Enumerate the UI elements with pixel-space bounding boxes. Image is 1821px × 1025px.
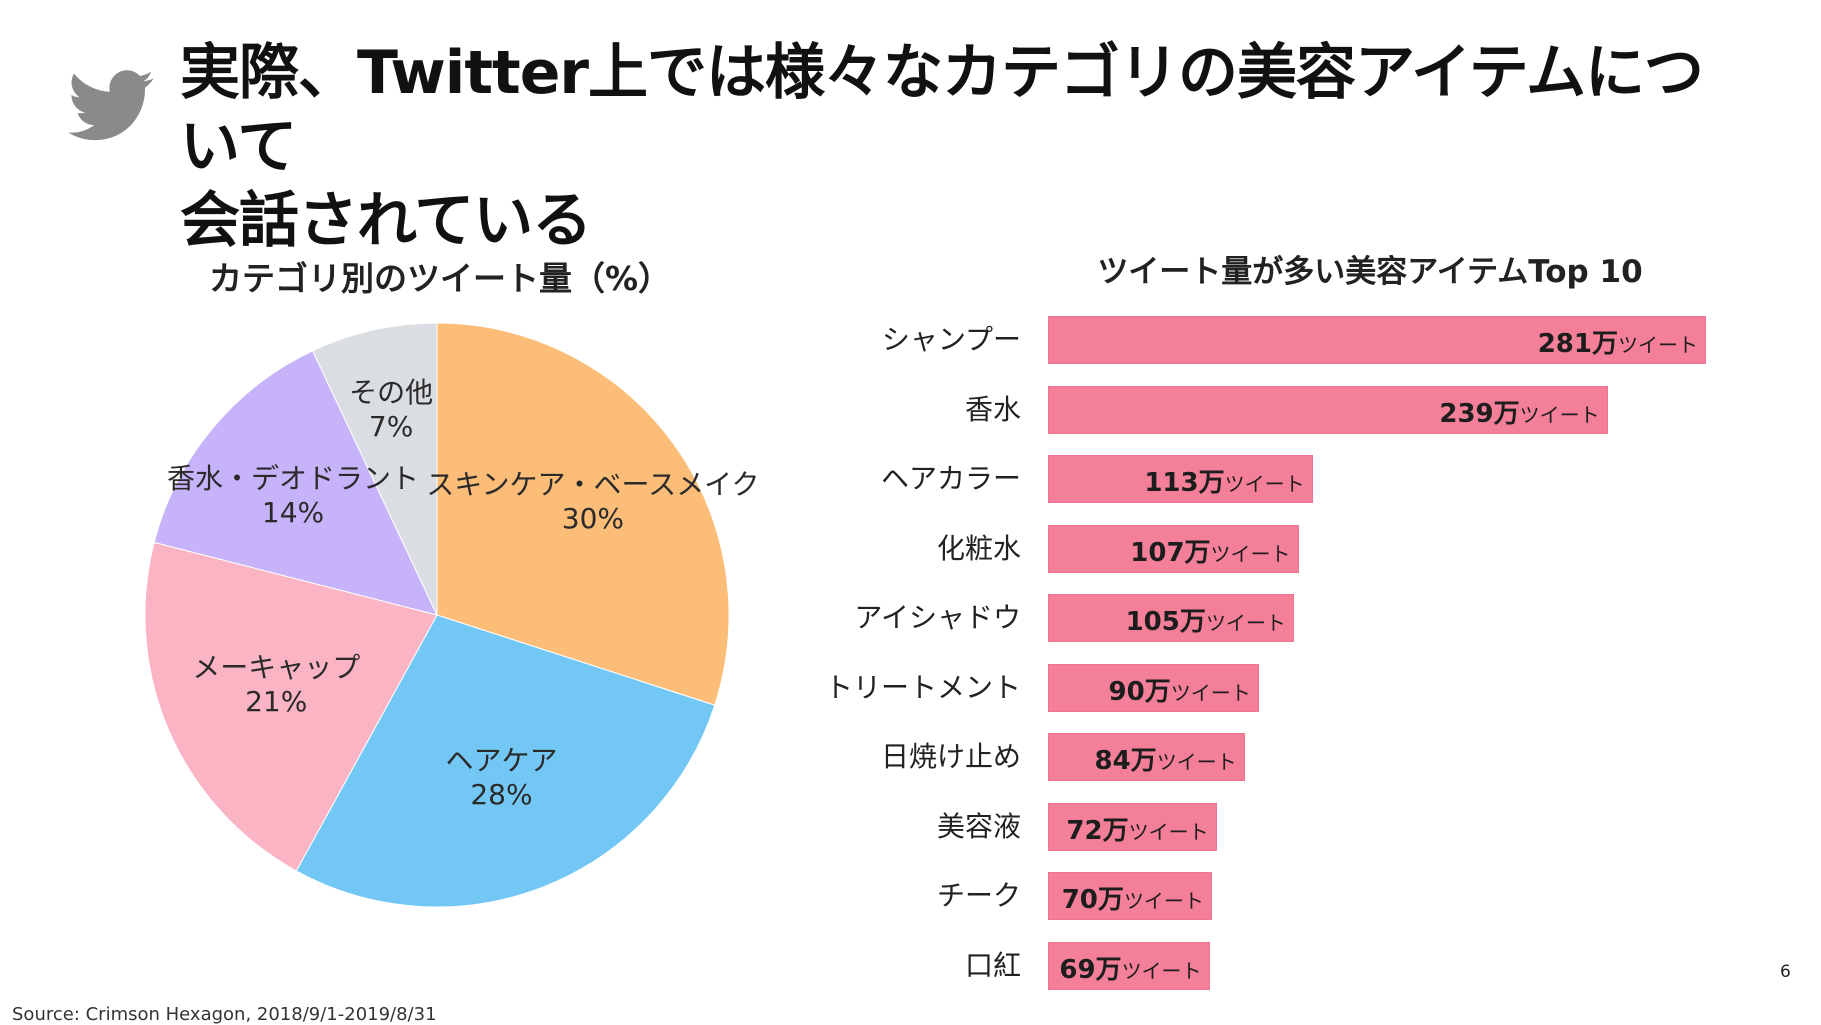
bar-value-number: 113万 — [1144, 468, 1225, 498]
bar-value-number: 84万 — [1094, 746, 1157, 776]
pie-slice-label: スキンケア・ベースメイク 30% — [426, 468, 759, 536]
bar-value-label: 69万ツイート — [1059, 949, 1201, 986]
bar: 69万ツイート — [1048, 941, 1210, 990]
bar-value-unit: ツイート — [1519, 402, 1600, 427]
bar-value-label: 113万ツイート — [1144, 462, 1304, 499]
bar-value-unit: ツイート — [1128, 819, 1209, 844]
pie-slice-percent: 30% — [561, 501, 625, 535]
slide-title: 実際、Twitter上では様々なカテゴリの美容アイテムについて 会話されている — [180, 36, 1740, 258]
pie-slice-name: ヘアケア — [445, 743, 558, 777]
bar-value-unit: ツイート — [1170, 680, 1251, 705]
pie-chart-title: カテゴリ別のツイート量（%） — [208, 259, 672, 298]
pie-slice-percent: 28% — [470, 777, 533, 811]
pie-slice-percent: 14% — [261, 495, 325, 529]
bar-value-label: 105万ツイート — [1126, 601, 1286, 638]
bar-value-number: 239万 — [1439, 398, 1520, 429]
bar: 84万ツイート — [1048, 733, 1245, 781]
bar: 239万ツイート — [1048, 385, 1608, 434]
bar-value-number: 281万 — [1537, 329, 1618, 359]
bar-category-label: チーク — [936, 879, 1021, 912]
bar-value-number: 69万 — [1059, 954, 1122, 985]
pie-slice-label: 香水・デオドラント 14% — [167, 462, 419, 530]
bar-value-label: 90万ツイート — [1109, 671, 1251, 708]
bar-value-unit: ツイート — [1224, 472, 1305, 496]
bar: 90万ツイート — [1048, 663, 1259, 712]
bar-category-label: 香水 — [964, 392, 1021, 426]
bar: 107万ツイート — [1048, 524, 1299, 573]
bar-category-label: 化粧水 — [936, 531, 1021, 565]
bar-chart-title: ツイート量が多い美容アイテムTop 10 — [1097, 254, 1643, 290]
bar-category-label: 口紅 — [964, 948, 1021, 982]
bar-value-unit: ツイート — [1210, 541, 1291, 566]
bar: 105万ツイート — [1048, 594, 1294, 642]
bar-value-label: 107万ツイート — [1130, 532, 1290, 569]
pie-slice-label: その他 7% — [349, 376, 433, 444]
bar: 70万ツイート — [1048, 872, 1212, 920]
pie-slice-name: 香水・デオドラント — [166, 461, 420, 495]
bar-value-unit: ツイート — [1618, 333, 1698, 357]
page-number: 6 — [1780, 962, 1791, 982]
pie-slice-name: メーキャップ — [192, 650, 361, 684]
bar-value-number: 72万 — [1066, 815, 1129, 846]
slide-title-line1: 実際、Twitter上では様々なカテゴリの美容アイテムについて — [180, 38, 1704, 182]
slide-title-line2: 会話されている — [180, 186, 592, 256]
pie-slice-label: メーキャップ 21% — [192, 651, 360, 719]
bar-value-number: 105万 — [1125, 607, 1206, 637]
bar-category-label: 美容液 — [936, 809, 1021, 843]
pie-slice-percent: 7% — [368, 409, 414, 443]
bar-value-label: 281万ツイート — [1538, 323, 1698, 360]
bar-value-number: 70万 — [1061, 885, 1124, 915]
bar-value-unit: ツイート — [1121, 958, 1202, 983]
bar-category-label: トリートメント — [824, 670, 1021, 704]
bar-category-label: アイシャドウ — [854, 601, 1021, 634]
bar-value-unit: ツイート — [1205, 611, 1286, 635]
source-note: Source: Crimson Hexagon, 2018/9/1-2019/8… — [12, 1004, 437, 1025]
bar-value-unit: ツイート — [1156, 750, 1237, 774]
bar-category-label: シャンプー — [881, 323, 1021, 356]
twitter-bird-icon — [67, 70, 154, 141]
pie-slice-percent: 21% — [245, 684, 308, 718]
bar-value-label: 72万ツイート — [1066, 810, 1208, 847]
bar-value-number: 107万 — [1130, 537, 1211, 568]
bar: 72万ツイート — [1048, 802, 1217, 851]
pie-slice-name: その他 — [349, 375, 434, 409]
bar-value-number: 90万 — [1108, 676, 1171, 707]
bar-category-label: ヘアカラー — [880, 462, 1021, 495]
bar-value-label: 239万ツイート — [1439, 393, 1599, 430]
pie-slice-name: スキンケア・ベースメイク — [426, 467, 760, 501]
bar-value-label: 84万ツイート — [1095, 740, 1237, 777]
bar: 281万ツイート — [1048, 316, 1706, 364]
bar: 113万ツイート — [1048, 455, 1313, 503]
pie-slice-label: ヘアケア 28% — [445, 744, 557, 812]
bar-category-label: 日焼け止め — [880, 740, 1021, 773]
bar-value-unit: ツイート — [1123, 889, 1204, 913]
bar-value-label: 70万ツイート — [1062, 879, 1204, 916]
